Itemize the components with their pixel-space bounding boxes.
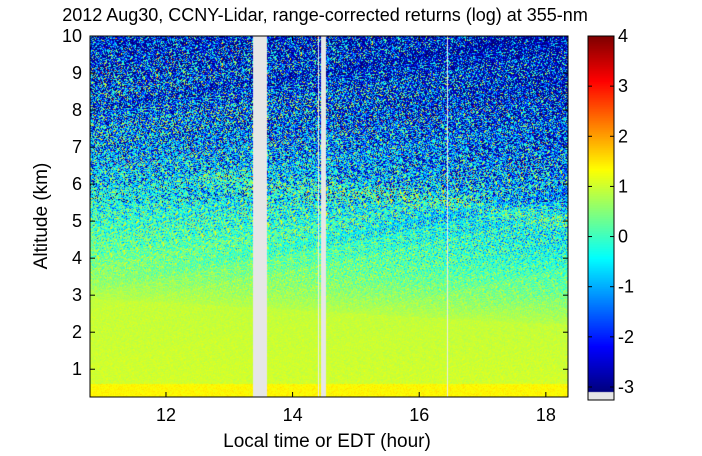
y-tick-label: 1	[72, 359, 82, 379]
colorbar-tick-label: -3	[618, 377, 634, 397]
colorbar-tick-label: 4	[618, 26, 628, 46]
heatmap-image-holder	[90, 36, 568, 397]
colorbar: -3 -2 -1 0 1 2 3 4	[587, 26, 634, 401]
colorbar-tick-label: -2	[618, 327, 634, 347]
plot-frame	[89, 35, 569, 398]
y-tick-label: 10	[62, 26, 82, 46]
colorbar-tick-label: 2	[618, 126, 628, 146]
colorbar-tick-label: 0	[618, 227, 628, 247]
y-tick-label: 9	[72, 63, 82, 83]
colorbar-tick-label: 3	[618, 76, 628, 96]
plot-area	[89, 35, 569, 398]
y-tick-label: 7	[72, 137, 82, 157]
y-tick-label: 4	[72, 248, 82, 268]
y-tick-label: 3	[72, 285, 82, 305]
x-tick-label: 14	[283, 405, 303, 425]
y-axis-label: Altitude (km)	[31, 163, 52, 270]
y-tick-label: 6	[72, 174, 82, 194]
colorbar-tick-label: -1	[618, 277, 634, 297]
y-tick-label: 5	[72, 211, 82, 231]
x-axis-ticks: 12 14 16 18	[156, 36, 556, 425]
colorbar-image-holder	[588, 36, 614, 400]
x-axis-label: Local time or EDT (hour)	[223, 431, 431, 452]
colorbar-frame	[587, 35, 615, 401]
heatmap-image	[90, 36, 568, 397]
y-tick-label: 8	[72, 100, 82, 120]
colorbar-image	[588, 36, 614, 400]
x-tick-label: 16	[409, 405, 429, 425]
colorbar-ticks: -3 -2 -1 0 1 2 3 4	[588, 26, 634, 397]
y-tick-label: 2	[72, 322, 82, 342]
chart-title: 2012 Aug30, CCNY-Lidar, range-corrected …	[62, 5, 588, 25]
x-tick-label: 18	[536, 405, 556, 425]
x-tick-label: 12	[156, 405, 176, 425]
y-axis-ticks: 1 2 3 4 5 6 7 8 9 10	[62, 26, 568, 379]
colorbar-tick-label: 1	[618, 176, 628, 196]
